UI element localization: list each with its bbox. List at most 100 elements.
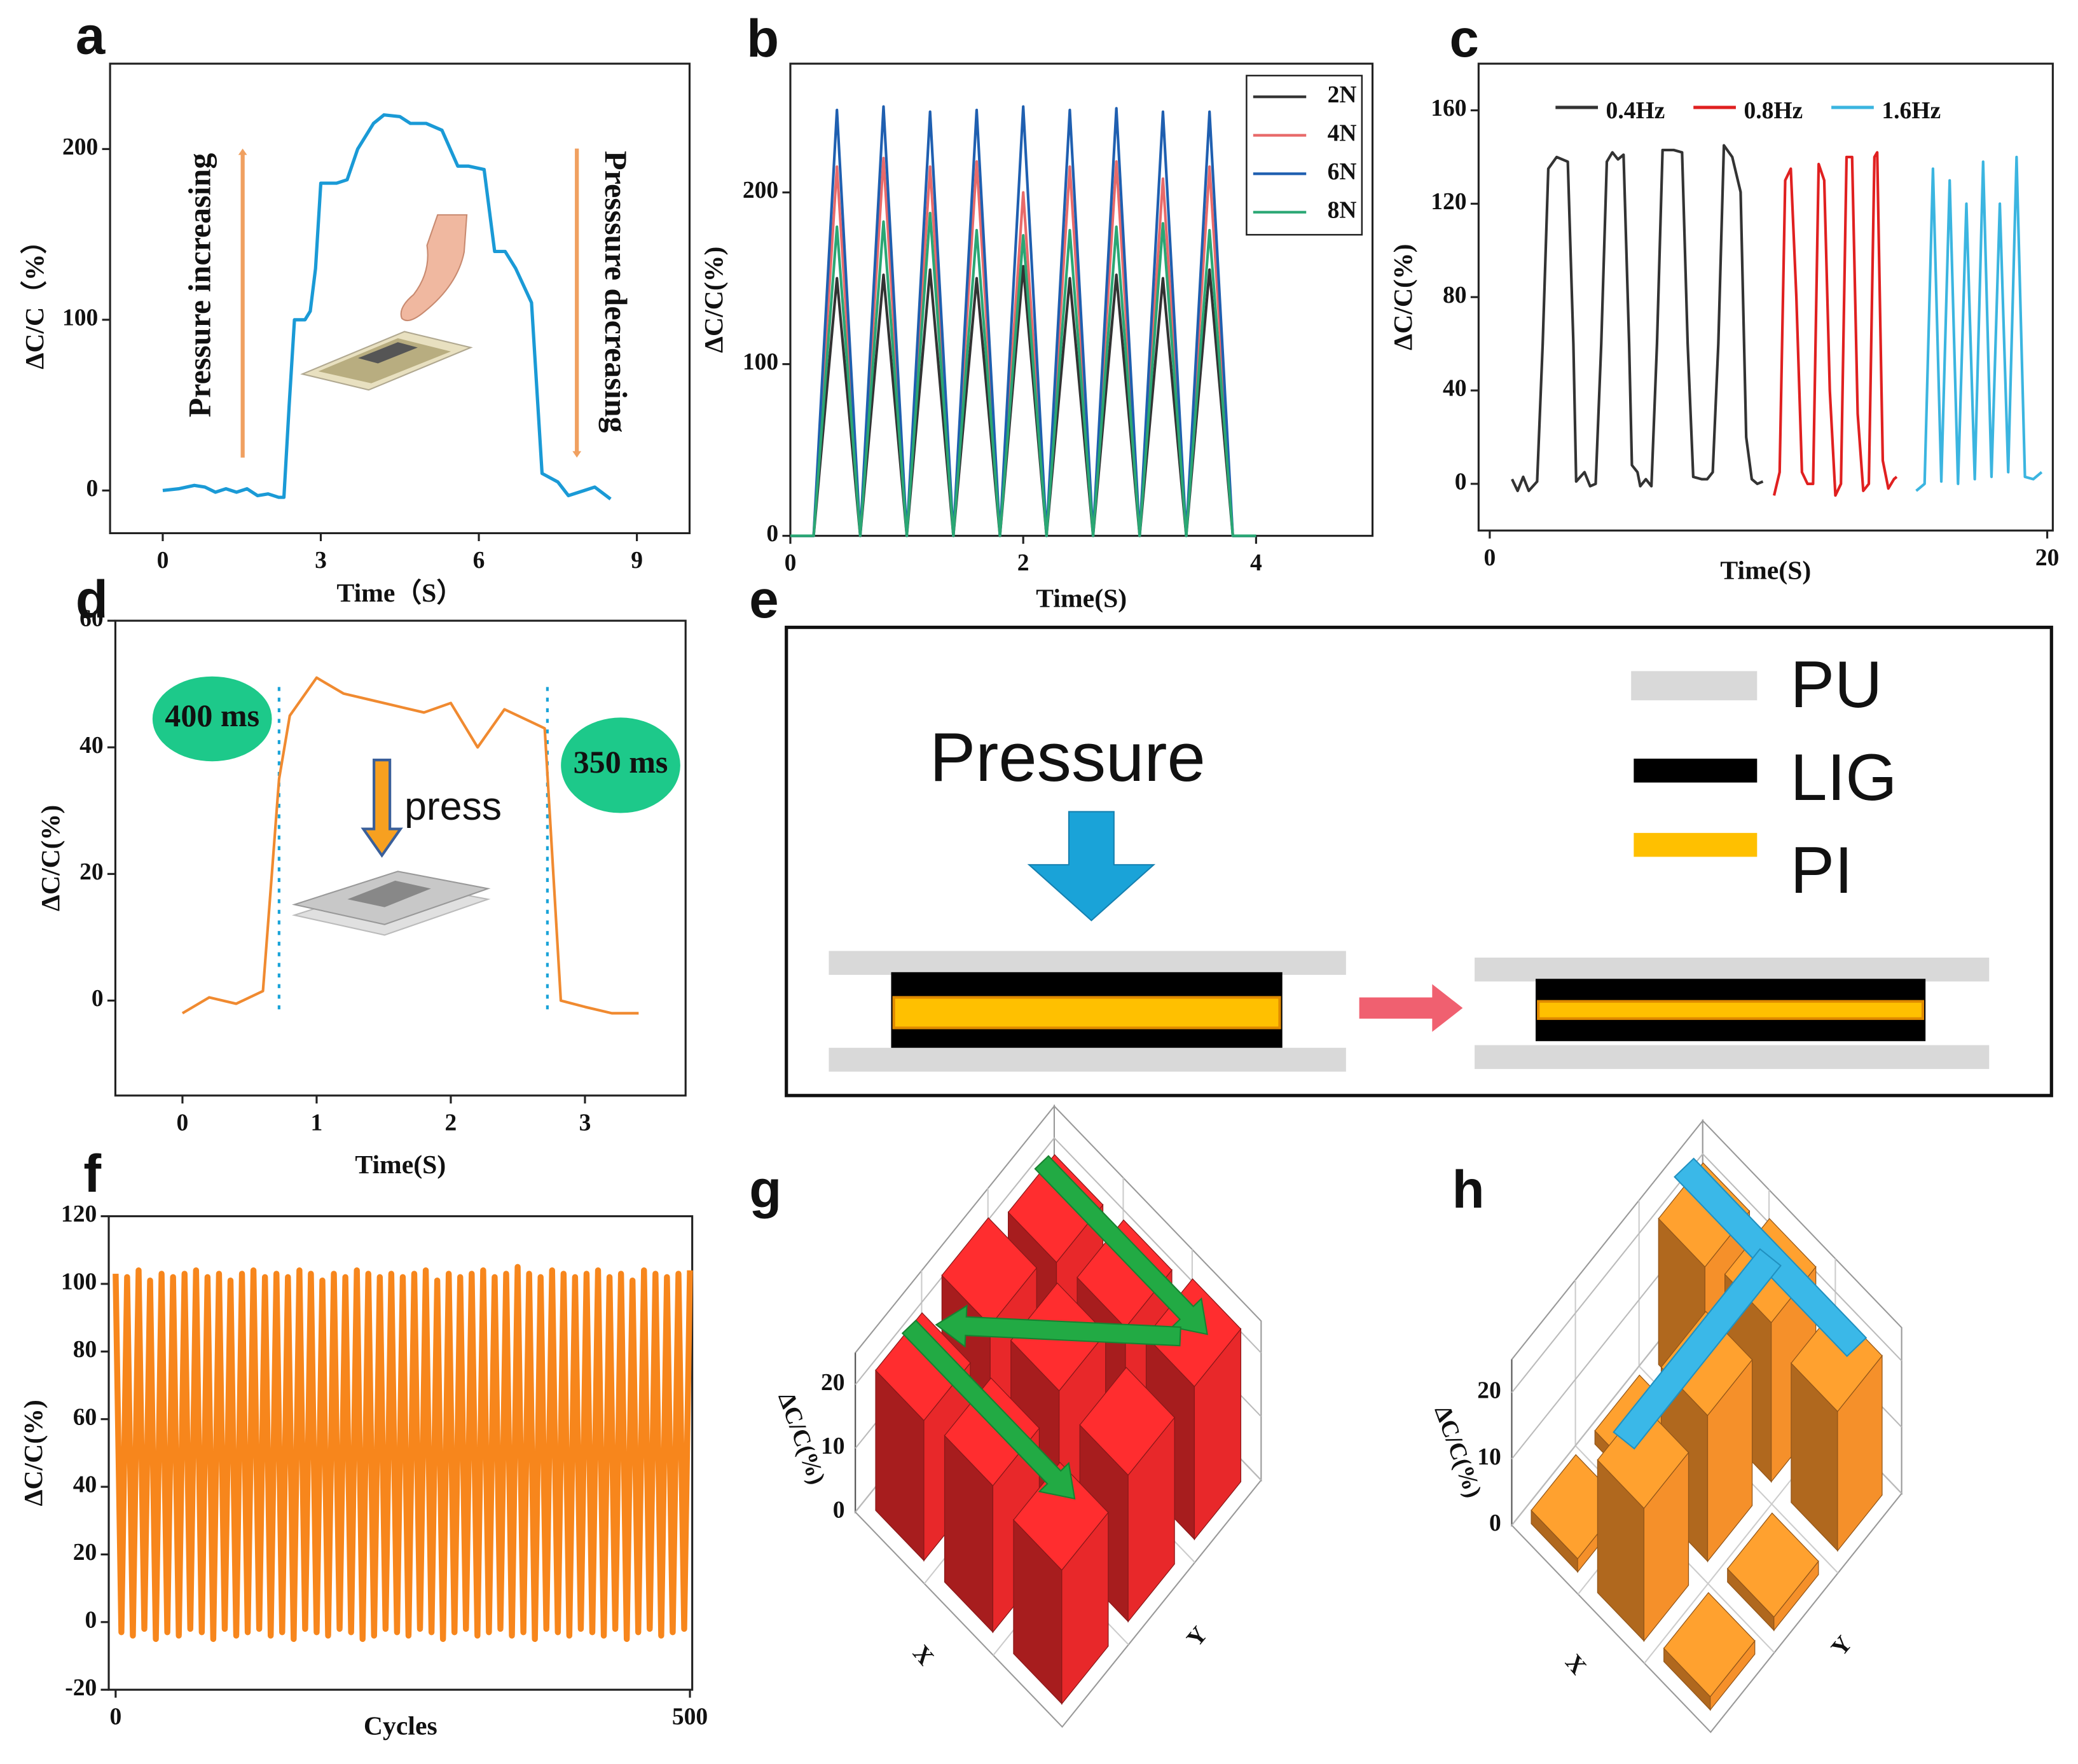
data-line xyxy=(1772,151,1898,497)
legend-label: 2N xyxy=(1328,82,1357,108)
legend-label: 8N xyxy=(1328,197,1357,223)
x-tick-label: 20 xyxy=(2035,545,2060,571)
panel-label: d xyxy=(76,569,108,629)
annotation-bubble xyxy=(152,676,272,762)
pu-layer xyxy=(829,951,1346,975)
data-line xyxy=(790,105,1256,537)
z-tick-label: 0 xyxy=(833,1497,845,1523)
z-tick-label: 0 xyxy=(1489,1510,1501,1536)
y-tick-label: 40 xyxy=(1443,376,1467,402)
y-tick-label: 200 xyxy=(743,177,778,203)
z-tick-label: 20 xyxy=(821,1370,845,1396)
plot-frame xyxy=(109,62,691,535)
panel-label: f xyxy=(83,1143,101,1203)
x-tick-label: 4 xyxy=(1250,550,1262,576)
z-grid-line xyxy=(1511,1152,1903,1393)
y-axis-label: Y xyxy=(1826,1631,1857,1661)
panel-label: c xyxy=(1449,8,1478,68)
x-tick-label: 2 xyxy=(445,1110,457,1136)
y-tick-label: 120 xyxy=(1431,189,1466,215)
pu-layer xyxy=(1475,957,1990,982)
legend-label: 0.8Hz xyxy=(1744,98,1803,124)
y-tick-label: 80 xyxy=(73,1337,97,1363)
data-line xyxy=(1915,155,2043,492)
sensor-pattern xyxy=(358,342,418,364)
y-tick-label: -20 xyxy=(65,1675,97,1701)
x-tick-label: 3 xyxy=(315,548,327,574)
bar-3d xyxy=(1013,1461,1109,1705)
y-tick-label: 100 xyxy=(743,349,778,375)
legend-label: 0.4Hz xyxy=(1606,98,1665,124)
y-tick-label: 80 xyxy=(1443,282,1467,308)
z-tick-label: 10 xyxy=(1477,1444,1501,1470)
y-tick-label: 60 xyxy=(79,606,104,632)
data-line xyxy=(790,265,1256,537)
pressure-arrow xyxy=(1027,811,1156,921)
x-axis-label: X xyxy=(1560,1650,1591,1679)
sensor-pattern xyxy=(347,880,431,907)
legend-label: LIG xyxy=(1790,741,1897,815)
x-axis-label: Time(S) xyxy=(1036,584,1127,613)
press-arrow xyxy=(361,759,403,858)
decrease-arrow xyxy=(572,148,582,458)
path-arrow xyxy=(1034,1155,1208,1335)
x-axis-label: Time（S） xyxy=(337,578,463,608)
x-tick-label: 0 xyxy=(157,548,169,574)
legend-label: PU xyxy=(1790,648,1882,722)
y-tick-label: 0 xyxy=(85,1607,97,1633)
data-line xyxy=(790,211,1256,537)
y-tick-label: 200 xyxy=(62,134,98,160)
legend-swatch-pi xyxy=(1634,832,1758,857)
diagram-frame xyxy=(785,625,2053,1098)
legend-frame xyxy=(1246,74,1363,236)
x-tick-label: 9 xyxy=(631,548,643,574)
x-axis-label: Time(S) xyxy=(355,1150,446,1180)
y-axis-label: ΔC/C(%) xyxy=(1389,244,1418,350)
y-axis-label: ΔC/C(%) xyxy=(19,1400,48,1506)
z-tick-label: 20 xyxy=(1477,1378,1501,1404)
y-axis-label: ΔC/C(%) xyxy=(699,247,729,353)
bar-3d xyxy=(1726,1512,1819,1632)
x-tick-label: 2 xyxy=(1017,550,1029,576)
plot-frame xyxy=(114,619,687,1097)
x-axis-label: Time(S) xyxy=(1720,556,1811,586)
data-line xyxy=(113,1264,693,1643)
x-tick-label: 0 xyxy=(1484,545,1496,571)
x-tick-label: 500 xyxy=(672,1704,708,1730)
y-axis-label: ΔC/C(%) xyxy=(36,805,65,911)
annotation-bubble xyxy=(561,717,680,813)
bar-top xyxy=(1663,1592,1756,1697)
state-arrow xyxy=(1359,984,1463,1032)
pi-layer xyxy=(892,996,1281,1030)
pu-layer xyxy=(1475,1045,1990,1070)
panel-label: h xyxy=(1452,1159,1485,1219)
pu-layer xyxy=(829,1047,1346,1072)
finger xyxy=(400,214,468,322)
bar-top xyxy=(1079,1367,1175,1476)
y-tick-label: 20 xyxy=(73,1540,97,1566)
panel-label: a xyxy=(76,6,106,65)
annotation: 350 ms xyxy=(574,744,668,780)
x-tick-label: 6 xyxy=(473,548,485,574)
y-tick-label: 0 xyxy=(1455,469,1467,495)
path-arrow xyxy=(935,1304,1181,1348)
y-tick-label: 120 xyxy=(61,1201,97,1227)
y-tick-label: 100 xyxy=(61,1269,97,1295)
x-tick-label: 0 xyxy=(177,1110,189,1136)
bar-top xyxy=(941,1217,1038,1326)
y-tick-label: 20 xyxy=(79,859,104,885)
y-tick-label: 100 xyxy=(62,305,98,331)
z-tick-label: 10 xyxy=(821,1433,845,1459)
y-tick-label: 0 xyxy=(86,476,99,502)
pi-layer xyxy=(1537,1000,1925,1020)
bar-3d xyxy=(1597,1403,1689,1643)
plot-frame xyxy=(1477,62,2054,532)
data-line xyxy=(162,113,612,500)
bar-top xyxy=(1660,1311,1753,1416)
diagram-title: Pressure xyxy=(930,719,1206,796)
y-tick-label: 160 xyxy=(1431,95,1466,121)
sensor-icon xyxy=(291,871,491,936)
path-arrow xyxy=(901,1319,1076,1500)
